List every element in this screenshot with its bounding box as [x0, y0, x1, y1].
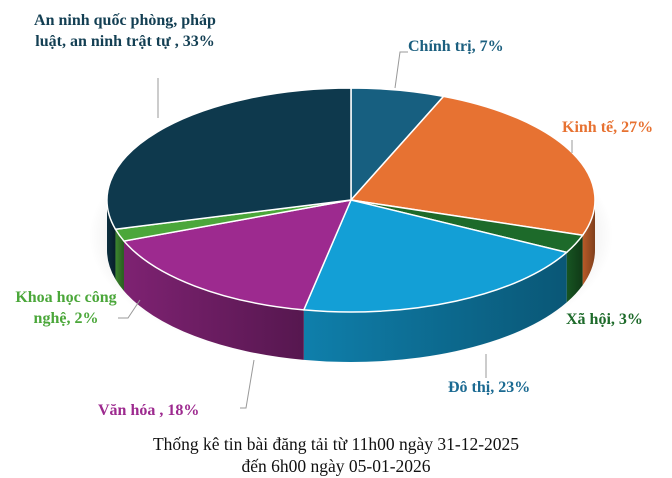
slice-6-top — [106, 87, 352, 231]
slice-6-side — [107, 200, 116, 280]
slice-4-side — [123, 241, 304, 360]
label-van-hoa: Văn hóa , 18% — [98, 402, 200, 419]
label-xa-hoi: Xã hội, 3% — [566, 311, 643, 328]
leader-line-chinh-tri — [394, 51, 408, 89]
slice-3-top — [302, 199, 569, 313]
label-kinh-te: Kinh tế, 27% — [562, 119, 654, 136]
leader-lines — [118, 51, 573, 409]
slice-1-side — [582, 200, 595, 286]
slice-5-side — [115, 229, 124, 292]
label-do-thi: Đô thị, 23% — [448, 379, 531, 396]
slice-3-side — [303, 252, 567, 362]
leader-line-van-hoa — [240, 359, 255, 409]
chart-title-line-1: Thống kê tin bài đăng tải từ 11h00 ngày … — [152, 434, 520, 454]
slice-2-side — [566, 235, 583, 303]
label-an-ninh: An ninh quốc phòng, pháp luật, an ninh t… — [34, 12, 216, 50]
slice-1-top — [349, 95, 596, 237]
label-khcn: Khoa học công nghệ, 2% — [15, 289, 117, 327]
slice-4-top — [122, 199, 353, 311]
label-chinh-tri: Chính trị, 7% — [408, 38, 504, 55]
leader-line-khcn — [118, 299, 141, 319]
chart-title-line-2: đến 6h00 ngày 05-01-2026 — [241, 456, 431, 476]
